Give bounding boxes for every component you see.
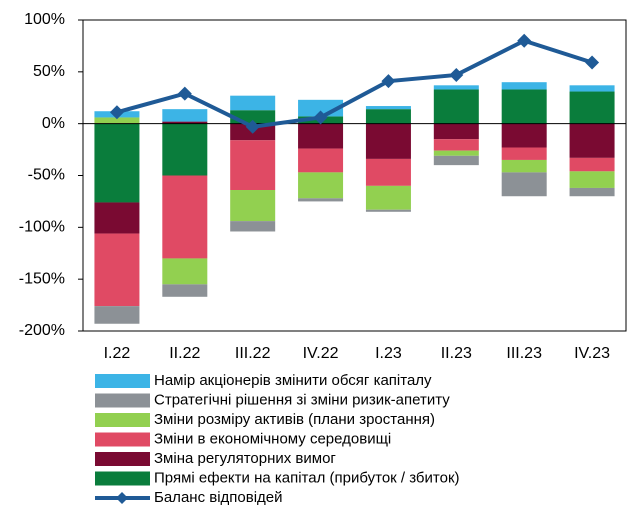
legend-marker xyxy=(116,492,128,504)
x-tick-label: I.22 xyxy=(104,345,131,362)
bar xyxy=(298,198,344,202)
x-tick-label: I.23 xyxy=(375,345,402,362)
bar xyxy=(230,190,276,222)
bar xyxy=(94,202,140,234)
bar xyxy=(162,123,208,176)
bar xyxy=(94,123,140,203)
legend-swatch xyxy=(95,432,150,447)
marker xyxy=(585,55,600,70)
bar xyxy=(298,172,344,199)
bar xyxy=(365,123,411,159)
bar xyxy=(94,306,140,324)
legend-swatch xyxy=(95,374,150,388)
bar xyxy=(501,123,547,148)
legend-label: Зміна регуляторних вимог xyxy=(154,450,336,467)
bar xyxy=(162,121,208,124)
bar xyxy=(162,284,208,297)
bar xyxy=(365,209,411,212)
bar xyxy=(433,155,479,166)
bar xyxy=(569,187,615,197)
bar xyxy=(162,175,208,259)
bar xyxy=(94,117,140,124)
bar xyxy=(298,148,344,173)
bar xyxy=(365,158,411,186)
bar xyxy=(162,109,208,122)
bar xyxy=(501,82,547,90)
legend-swatch xyxy=(95,413,150,427)
bar xyxy=(501,172,547,197)
bar xyxy=(569,171,615,188)
bar xyxy=(433,85,479,90)
x-tick-label: III.23 xyxy=(506,345,542,362)
bar xyxy=(365,106,411,110)
bar xyxy=(569,157,615,172)
x-tick-label: II.22 xyxy=(169,345,200,362)
bar xyxy=(298,123,344,149)
legend-label: Баланс відповідей xyxy=(154,489,283,506)
bar xyxy=(230,221,276,232)
bar xyxy=(433,139,479,151)
bar xyxy=(162,258,208,285)
bar xyxy=(569,91,615,124)
y-tick-label: -50% xyxy=(28,167,65,184)
y-tick-label: 0% xyxy=(42,115,65,132)
x-tick-label: IV.22 xyxy=(303,345,339,362)
bar xyxy=(365,109,411,124)
bar xyxy=(230,95,276,111)
x-tick-label: IV.23 xyxy=(574,345,610,362)
legend-label: Зміни в економічному середовищі xyxy=(154,430,391,447)
legend-swatch xyxy=(95,452,150,466)
line xyxy=(116,38,593,129)
y-tick-label: 100% xyxy=(24,11,65,28)
x-tick-label: II.23 xyxy=(441,345,472,362)
y-tick-label: -200% xyxy=(19,322,65,339)
bar xyxy=(433,150,479,156)
bar xyxy=(433,89,479,124)
bar xyxy=(501,159,547,173)
y-tick-label: -150% xyxy=(19,270,65,287)
bar xyxy=(501,89,547,124)
legend-label: Зміни розміру активів (плани зростання) xyxy=(154,411,435,428)
bar xyxy=(94,233,140,307)
bar xyxy=(433,123,479,140)
legend-label: Прямі ефекти на капітал (прибуток / збит… xyxy=(154,469,460,486)
marker xyxy=(109,105,124,120)
bar xyxy=(365,185,411,210)
legend-swatch xyxy=(95,393,150,408)
legend-swatch xyxy=(95,471,150,486)
marker xyxy=(245,119,260,134)
marker xyxy=(449,67,464,82)
marker xyxy=(381,74,396,89)
legend-label: Стратегічні рішення зі зміни ризик-апети… xyxy=(154,391,450,408)
bar xyxy=(569,123,615,158)
legend-label: Намір акціонерів змінити обсяг капіталу xyxy=(154,372,432,389)
y-tick-label: 50% xyxy=(33,63,65,80)
bar xyxy=(569,85,615,92)
marker xyxy=(517,33,532,48)
marker xyxy=(313,110,328,125)
y-tick-label: -100% xyxy=(19,219,65,236)
marker xyxy=(177,86,192,101)
x-tick-label: III.22 xyxy=(235,345,271,362)
bar xyxy=(501,147,547,160)
bar xyxy=(230,140,276,191)
plot-frame xyxy=(82,19,627,332)
